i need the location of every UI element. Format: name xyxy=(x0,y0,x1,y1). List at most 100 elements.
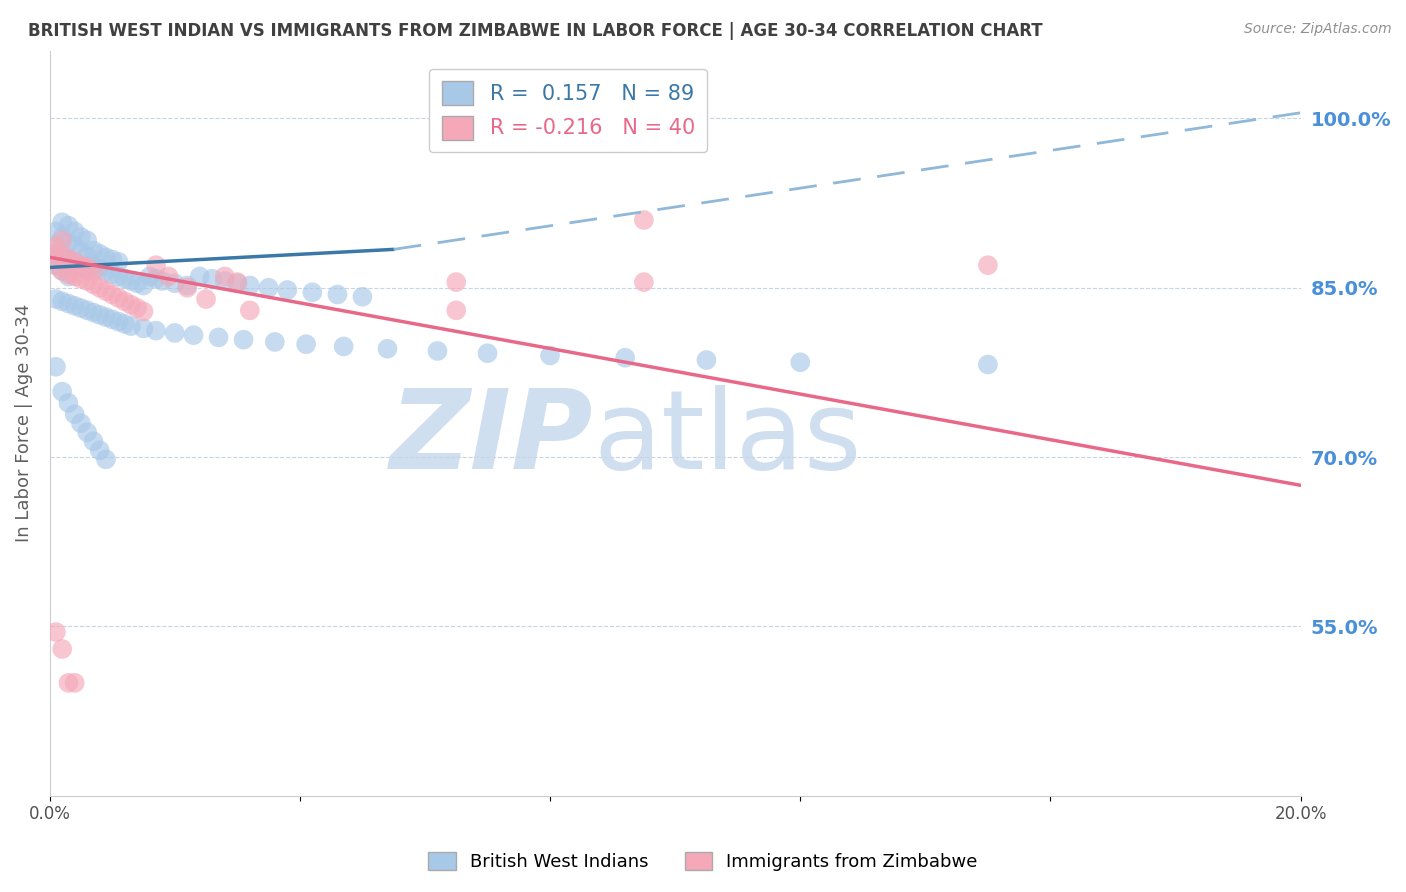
Point xyxy=(58,252,80,266)
Point xyxy=(94,284,117,298)
Point xyxy=(51,264,73,278)
Point xyxy=(263,334,285,349)
Point xyxy=(63,269,86,284)
Point xyxy=(58,396,80,410)
Point xyxy=(58,267,80,281)
Point xyxy=(214,269,236,284)
Text: Source: ZipAtlas.com: Source: ZipAtlas.com xyxy=(1244,22,1392,37)
Point xyxy=(58,219,80,233)
Point xyxy=(145,271,167,285)
Point xyxy=(76,233,98,247)
Point xyxy=(58,269,80,284)
Point xyxy=(70,301,93,315)
Point xyxy=(183,328,205,343)
Point xyxy=(114,271,136,285)
Point xyxy=(82,244,104,258)
Point xyxy=(89,308,111,322)
Point xyxy=(176,281,198,295)
Point xyxy=(51,264,73,278)
Point xyxy=(145,324,167,338)
Point xyxy=(120,319,142,334)
Point xyxy=(295,337,318,351)
Point xyxy=(58,296,80,310)
Point xyxy=(163,326,186,340)
Legend: British West Indians, Immigrants from Zimbabwe: British West Indians, Immigrants from Zi… xyxy=(422,845,984,879)
Point xyxy=(42,247,65,261)
Point xyxy=(76,264,98,278)
Point xyxy=(352,290,374,304)
Point xyxy=(82,305,104,319)
Point xyxy=(120,274,142,288)
Point xyxy=(633,213,655,227)
Point xyxy=(51,233,73,247)
Text: atlas: atlas xyxy=(593,384,862,491)
Point xyxy=(82,264,104,278)
Point xyxy=(94,452,117,467)
Point xyxy=(207,330,229,344)
Point xyxy=(89,247,111,261)
Point xyxy=(63,254,86,268)
Point xyxy=(145,258,167,272)
Point xyxy=(89,281,111,295)
Point xyxy=(45,240,67,254)
Text: BRITISH WEST INDIAN VS IMMIGRANTS FROM ZIMBABWE IN LABOR FORCE | AGE 30-34 CORRE: BRITISH WEST INDIAN VS IMMIGRANTS FROM Z… xyxy=(28,22,1043,40)
Point xyxy=(276,283,298,297)
Point xyxy=(45,224,67,238)
Point xyxy=(76,425,98,440)
Point xyxy=(226,275,249,289)
Point xyxy=(188,269,211,284)
Point xyxy=(76,274,98,288)
Point xyxy=(101,252,124,267)
Point xyxy=(157,269,180,284)
Point xyxy=(63,407,86,421)
Point xyxy=(132,321,155,335)
Point xyxy=(89,261,111,276)
Point xyxy=(63,224,86,238)
Point xyxy=(977,358,1000,372)
Point xyxy=(163,277,186,291)
Point xyxy=(789,355,811,369)
Point xyxy=(63,676,86,690)
Point xyxy=(51,215,73,229)
Point xyxy=(51,642,73,657)
Point xyxy=(70,260,93,275)
Point xyxy=(45,237,67,252)
Point xyxy=(695,353,717,368)
Point xyxy=(139,269,162,284)
Text: ZIP: ZIP xyxy=(391,384,593,491)
Point xyxy=(58,676,80,690)
Point xyxy=(45,625,67,640)
Point xyxy=(82,434,104,449)
Point xyxy=(239,303,262,318)
Point xyxy=(426,343,449,358)
Point xyxy=(63,299,86,313)
Point xyxy=(101,287,124,301)
Point xyxy=(114,294,136,309)
Point xyxy=(107,291,129,305)
Point xyxy=(301,285,323,300)
Point xyxy=(94,250,117,264)
Point xyxy=(70,271,93,285)
Point xyxy=(70,244,93,259)
Point xyxy=(195,292,218,306)
Point xyxy=(377,342,399,356)
Point xyxy=(977,258,1000,272)
Point xyxy=(89,443,111,458)
Point xyxy=(114,317,136,331)
Point xyxy=(51,384,73,399)
Point xyxy=(42,252,65,267)
Point xyxy=(76,249,98,263)
Point xyxy=(132,304,155,318)
Point xyxy=(332,339,354,353)
Point xyxy=(150,274,173,288)
Point xyxy=(58,235,80,250)
Point xyxy=(70,258,93,272)
Point xyxy=(45,258,67,272)
Point xyxy=(326,287,349,301)
Point xyxy=(477,346,499,360)
Point xyxy=(51,294,73,309)
Legend: R =  0.157   N = 89, R = -0.216   N = 40: R = 0.157 N = 89, R = -0.216 N = 40 xyxy=(429,69,707,153)
Point xyxy=(232,333,254,347)
Point xyxy=(45,292,67,306)
Point xyxy=(176,278,198,293)
